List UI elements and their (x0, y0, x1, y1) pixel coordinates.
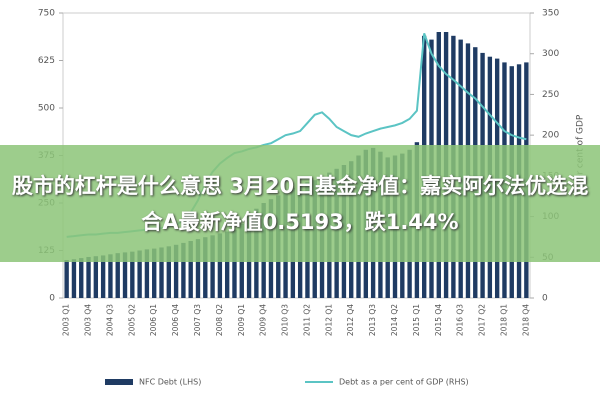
bar (152, 248, 157, 298)
legend-swatch (105, 379, 133, 385)
x-tick-label: 2006 Q4 (171, 304, 180, 336)
x-tick-label: 2004 Q3 (105, 304, 114, 336)
bar (122, 252, 128, 298)
legend-label: Debt as a per cent of GDP (RHS) (339, 378, 469, 387)
x-tick-label: 2005 Q2 (127, 304, 136, 336)
x-tick-label: 2009 Q4 (259, 304, 268, 336)
bar (224, 231, 230, 298)
x-tick-label: 2010 Q3 (281, 304, 290, 336)
y2-tick-label: 0 (542, 294, 548, 304)
bar (64, 260, 69, 298)
bar (108, 254, 113, 298)
banner-text: 股市的杠杆是什么意思 3月20日基金净值：嘉实阿尔法优选混合A最新净值0.519… (11, 173, 589, 234)
bar (188, 241, 193, 298)
bar (195, 239, 201, 298)
y-tick-label: 0 (49, 294, 55, 304)
y-tick-label: 625 (38, 56, 55, 66)
y2-tick-label: 350 (542, 9, 559, 19)
bar (166, 246, 171, 298)
x-tick-label: 2015 Q1 (412, 304, 421, 336)
bar (100, 255, 106, 298)
legend-label: NFC Debt (LHS) (139, 378, 201, 387)
bar (144, 249, 150, 298)
x-tick-label: 2011 Q2 (302, 304, 311, 336)
x-tick-label: 2006 Q1 (149, 304, 158, 336)
bar (159, 247, 164, 298)
bar (210, 235, 215, 298)
y-tick-label: 750 (38, 9, 55, 19)
x-tick-label: 2018 Q4 (521, 304, 530, 336)
y2-tick-label: 300 (542, 49, 559, 59)
x-tick-label: 2014 Q2 (390, 304, 399, 336)
y2-tick-label: 250 (542, 90, 559, 100)
x-tick-label: 2016 Q3 (456, 304, 465, 336)
x-tick-label: 2012 Q4 (346, 304, 355, 336)
x-tick-label: 2007 Q3 (193, 304, 202, 336)
bar (203, 237, 208, 298)
bar (181, 242, 186, 298)
x-tick-label: 2013 Q3 (368, 304, 377, 336)
y2-tick-label: 200 (542, 131, 559, 141)
banner: 股市的杠杆是什么意思 3月20日基金净值：嘉实阿尔法优选混合A最新净值0.519… (0, 145, 600, 262)
x-tick-label: 2003 Q1 (62, 304, 71, 336)
x-tick-label: 2017 Q2 (478, 304, 487, 336)
bar (93, 256, 99, 298)
bar (217, 233, 223, 298)
bar (115, 253, 120, 298)
x-tick-label: 2003 Q4 (84, 304, 93, 336)
bar (137, 250, 142, 298)
x-tick-label: 2009 Q1 (237, 304, 246, 336)
x-tick-label: 2018 Q1 (499, 304, 508, 336)
bar (86, 256, 91, 298)
bar (130, 251, 135, 298)
y-tick-label: 500 (38, 104, 55, 114)
x-tick-label: 2015 Q4 (434, 304, 443, 336)
bar (71, 259, 77, 298)
bar (232, 229, 237, 298)
bar (79, 258, 84, 298)
x-tick-label: 2008 Q2 (215, 304, 224, 336)
x-tick-label: 2012 Q1 (324, 304, 333, 336)
bar (173, 244, 179, 298)
